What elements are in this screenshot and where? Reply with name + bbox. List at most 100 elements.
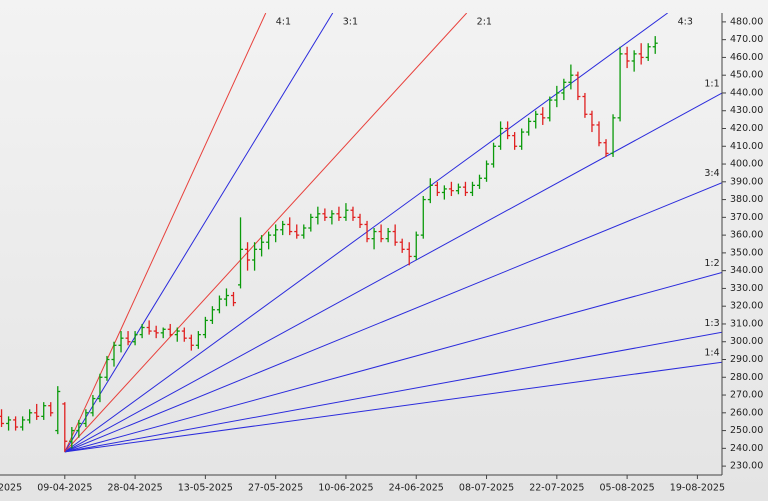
y-tick-label: 450.00 [730, 70, 763, 81]
y-tick-label: 380.00 [730, 194, 763, 205]
ohlc-bar [568, 64, 574, 90]
ohlc-bar [371, 228, 377, 250]
ohlc-bar [322, 208, 328, 221]
y-tick-label: 470.00 [730, 34, 763, 45]
ohlc-bar [287, 217, 293, 236]
plot-area [0, 13, 722, 453]
ohlc-bar [329, 210, 335, 225]
y-tick-label: 250.00 [730, 425, 763, 436]
fan-label: 1:4 [704, 348, 719, 359]
x-tick-label: 10-06-2025 [318, 483, 373, 494]
ohlc-bar [118, 331, 124, 353]
y-tick-label: 360.00 [730, 230, 763, 241]
ohlc-bar [455, 183, 461, 195]
ohlc-bar [498, 121, 504, 150]
ohlc-bar [97, 373, 103, 403]
ohlc-bar [554, 85, 560, 108]
ohlc-bar [69, 427, 75, 449]
ohlc-bar [624, 46, 630, 69]
ohlc-bar [596, 121, 602, 147]
ohlc-bar [41, 402, 47, 420]
ohlc-bar [238, 217, 244, 289]
y-tick-label: 340.00 [730, 265, 763, 276]
ohlc-bar [167, 323, 173, 337]
ohlc-bar [209, 306, 215, 324]
y-tick-label: 280.00 [730, 372, 763, 383]
ohlc-bar [132, 331, 138, 346]
ohlc-bar [13, 416, 19, 431]
ohlc-bar [462, 181, 468, 197]
x-tick-label: 08-07-2025 [459, 483, 514, 494]
y-tick-label: 310.00 [730, 318, 763, 329]
y-tick-label: 410.00 [730, 141, 763, 152]
ohlc-bar [617, 46, 623, 122]
ohlc-bar [223, 288, 229, 307]
ohlc-bar [181, 327, 187, 342]
ohlc-bar [6, 416, 12, 431]
ohlc-bar [146, 320, 152, 335]
ohlc-bar [526, 117, 532, 136]
ohlc-bar [245, 242, 251, 271]
ohlc-bar [301, 224, 307, 239]
ohlc-bar [174, 327, 180, 342]
ohlc-bar [469, 181, 475, 197]
ohlc-bar [104, 355, 110, 381]
ohlc-bar [259, 235, 265, 257]
ohlc-bar [315, 206, 321, 225]
ohlc-bar [477, 174, 483, 189]
ohlc-bar [406, 242, 412, 266]
ohlc-bar [111, 341, 117, 367]
y-tick-label: 230.00 [730, 461, 763, 472]
x-tick-label: 19-08-2025 [670, 483, 725, 494]
y-tick-label: 460.00 [730, 52, 763, 63]
ohlc-bar [216, 295, 222, 314]
fan-label: 4:3 [678, 17, 693, 28]
ohlc-bar [90, 395, 96, 417]
y-tick-label: 480.00 [730, 16, 763, 27]
axes: 230.00 240.00 250.00 260.00 270.00 280.00 290.… [0, 13, 763, 494]
ohlc-bar [48, 402, 54, 417]
x-tick-label: 27-05-2025 [248, 483, 303, 494]
ohlc-bar [385, 228, 391, 243]
y-tick-label: 370.00 [730, 212, 763, 223]
ohlc-bar [0, 409, 5, 428]
x-tick-label: 13-05-2025 [178, 483, 233, 494]
fan-line [64, 13, 267, 453]
fan-line [64, 331, 722, 453]
fan-label: 4:1 [276, 17, 291, 28]
fan-label: 3:1 [343, 17, 358, 28]
y-tick-label: 270.00 [730, 390, 763, 401]
ohlc-bar [392, 224, 398, 246]
ohlc-bar [413, 231, 419, 260]
ohlc-bar [582, 92, 588, 118]
ohlc-bar [610, 114, 616, 157]
ohlc-bar [512, 132, 518, 150]
ohlc-bar [188, 334, 194, 351]
y-tick-label: 320.00 [730, 301, 763, 312]
y-tick-label: 260.00 [730, 407, 763, 418]
ohlc-bar [308, 213, 314, 232]
ohlc-bar [505, 121, 511, 140]
fan-line [64, 361, 722, 453]
ohlc-bar [195, 331, 201, 349]
x-tick-label: 24-06-2025 [389, 483, 444, 494]
fan-line [64, 182, 722, 453]
ohlc-bar [491, 142, 497, 168]
fan-line [64, 13, 668, 453]
ohlc-bar [357, 213, 363, 229]
ohlc-bar [27, 409, 33, 424]
y-tick-label: 350.00 [730, 247, 763, 258]
ohlc-bar [230, 291, 236, 307]
x-tick-label: 05-08-2025 [600, 483, 655, 494]
ohlc-bar [350, 206, 356, 221]
ohlc-bar [638, 43, 644, 65]
ohlc-bar [266, 231, 272, 250]
ohlc-bar [434, 181, 440, 197]
y-tick-label: 420.00 [730, 123, 763, 134]
ohlc-bar [83, 409, 89, 428]
y-tick-label: 330.00 [730, 283, 763, 294]
ohlc-bar [575, 71, 581, 101]
ohlc-bar [139, 323, 145, 339]
